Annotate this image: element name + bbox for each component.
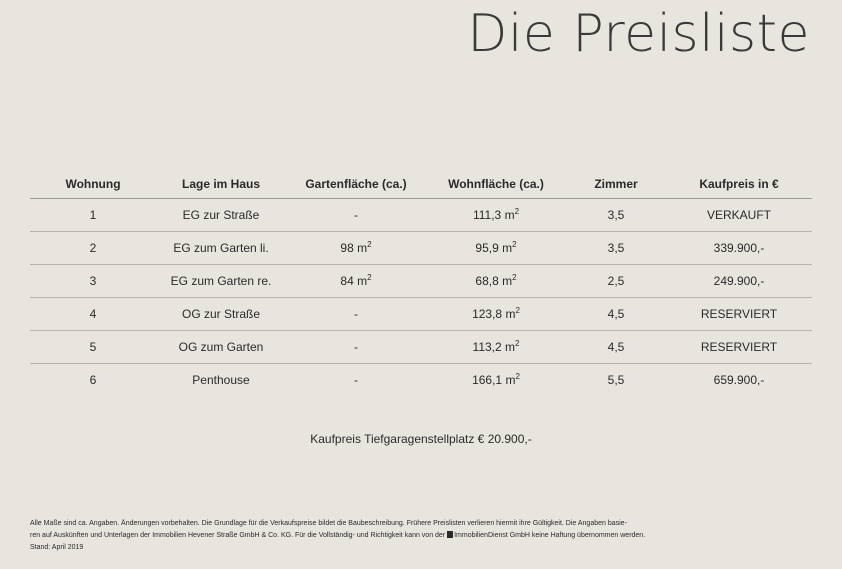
page-title: Die Preisliste: [467, 4, 810, 64]
cell-lage: OG zur Straße: [156, 297, 286, 331]
wohn-unit-exp: 2: [515, 372, 520, 381]
wohn-value: 166,1: [472, 373, 506, 387]
cell-wohnung: 6: [89, 373, 97, 387]
cell-wohnflaeche: 113,2 m2: [426, 330, 566, 364]
cell-zimmer: 3,5: [566, 231, 666, 265]
header-wohnung: Wohnung: [30, 170, 156, 199]
table-row: 4 OG zur Straße -123,8 m2 4,5 RESERVIERT: [30, 297, 812, 331]
cell-zimmer: 3,5: [566, 198, 666, 232]
wohn-unit-exp: 2: [515, 339, 520, 348]
cell-wohnung: 5: [30, 330, 156, 364]
table-row: 3 EG zum Garten re. 84 m2 68,8 m2 2,5 249.900…: [30, 264, 812, 298]
garten-value: 84: [340, 274, 358, 288]
cell-gartenflaeche: -: [286, 198, 426, 232]
brand-logo-icon: [447, 531, 454, 538]
cell-wohnung: 4: [30, 297, 156, 331]
cell-kaufpreis: RESERVIERT: [666, 297, 812, 331]
cell-lage: EG zum Garten re.: [156, 264, 286, 298]
price-table: Wohnung Lage im Haus Gartenfläche (ca.) …: [30, 170, 812, 396]
cell-kaufpreis: 659.900,-: [713, 373, 765, 387]
garten-unit: m: [357, 241, 368, 255]
cell-gartenflaeche: 84 m2: [286, 264, 426, 298]
footer-line-3: Stand: April 2019: [30, 544, 84, 551]
header-zimmer: Zimmer: [566, 170, 666, 199]
table-row: 1 EG zur Straße -111,3 m2 3,5 VERKAUFT: [30, 198, 812, 232]
cell-wohnung: 2: [30, 231, 156, 265]
cell-lage: EG zum Garten li.: [156, 231, 286, 265]
wohn-unit-exp: 2: [514, 207, 520, 216]
cell-kaufpreis: 249.900,-: [666, 264, 812, 298]
wohn-value: 68,8: [475, 274, 503, 288]
footer-line-2: ren auf Auskünften und Unterlagen der Im…: [30, 530, 816, 542]
wohn-value: 123,8: [472, 307, 506, 321]
garten-unit: m: [357, 274, 368, 288]
garten-value: -: [354, 373, 358, 387]
table-row: 5 OG zum Garten -113,2 m2 4,5 RESERVIERT: [30, 330, 812, 364]
table-row: 6 Penthouse - 166,1 m2 5,5 659.900,-: [30, 364, 812, 397]
cell-gartenflaeche: -: [286, 297, 426, 331]
cell-kaufpreis: VERKAUFT: [666, 198, 812, 232]
wohn-unit: m: [505, 307, 516, 321]
garten-value: -: [354, 208, 358, 222]
cell-zimmer: 5,5: [607, 373, 625, 387]
garten-unit-exp: 2: [367, 273, 372, 282]
cell-lage: EG zur Straße: [156, 198, 286, 232]
header-lage: Lage im Haus: [156, 170, 286, 199]
cell-kaufpreis: 339.900,-: [666, 231, 812, 265]
cell-wohnung: 3: [30, 264, 156, 298]
table-header-row: Wohnung Lage im Haus Gartenfläche (ca.) …: [30, 170, 812, 199]
footer-line-2-text: ren auf Auskünften und Unterlagen der Im…: [30, 532, 448, 539]
wohn-unit-exp: 2: [512, 240, 517, 249]
cell-wohnflaeche: 166,1 m2: [426, 364, 566, 397]
cell-zimmer: 2,5: [566, 264, 666, 298]
wohn-unit: m: [505, 340, 516, 354]
garten-value: 98: [340, 241, 358, 255]
cell-gartenflaeche: 98 m2: [286, 231, 426, 265]
wohn-unit-exp: 2: [512, 273, 517, 282]
cell-wohnflaeche: 68,8 m2: [426, 264, 566, 298]
wohn-unit: m: [505, 373, 516, 387]
garten-value: -: [354, 340, 358, 354]
wohn-unit: m: [504, 208, 515, 222]
cell-gartenflaeche: -: [286, 330, 426, 364]
cell-kaufpreis: RESERVIERT: [666, 330, 812, 364]
footer-line-2-brand: ImmobilienDienst GmbH keine Haftung über…: [454, 532, 646, 539]
cell-zimmer: 4,5: [566, 330, 666, 364]
garten-unit-exp: 2: [367, 240, 372, 249]
footer-line-1: Alle Maße sind ca. Angaben. Änderungen v…: [30, 520, 627, 527]
footer-disclaimer: Alle Maße sind ca. Angaben. Änderungen v…: [30, 518, 816, 554]
cell-lage: OG zum Garten: [156, 330, 286, 364]
cell-wohnflaeche: 111,3 m2: [426, 198, 566, 232]
wohn-value: 113,2: [472, 340, 506, 354]
cell-lage: Penthouse: [192, 373, 250, 387]
wohn-value: 111,3: [472, 208, 505, 222]
wohn-unit: m: [502, 241, 513, 255]
wohn-value: 95,9: [475, 241, 503, 255]
table-row: 2 EG zum Garten li. 98 m2 95,9 m2 3,5 339.900…: [30, 231, 812, 265]
cell-wohnflaeche: 123,8 m2: [426, 297, 566, 331]
cell-wohnung: 1: [30, 198, 156, 232]
cell-zimmer: 4,5: [566, 297, 666, 331]
parking-price-note: Kaufpreis Tiefgaragenstellplatz € 20.900…: [310, 432, 532, 446]
wohn-unit-exp: 2: [515, 306, 520, 315]
garten-value: -: [354, 307, 358, 321]
cell-wohnflaeche: 95,9 m2: [426, 231, 566, 265]
header-kaufpreis: Kaufpreis in €: [666, 170, 812, 199]
header-wohnflaeche: Wohnfläche (ca.): [426, 170, 566, 199]
wohn-unit: m: [502, 274, 513, 288]
header-gartenflaeche: Gartenfläche (ca.): [286, 170, 426, 199]
cell-gartenflaeche: -: [286, 364, 426, 397]
